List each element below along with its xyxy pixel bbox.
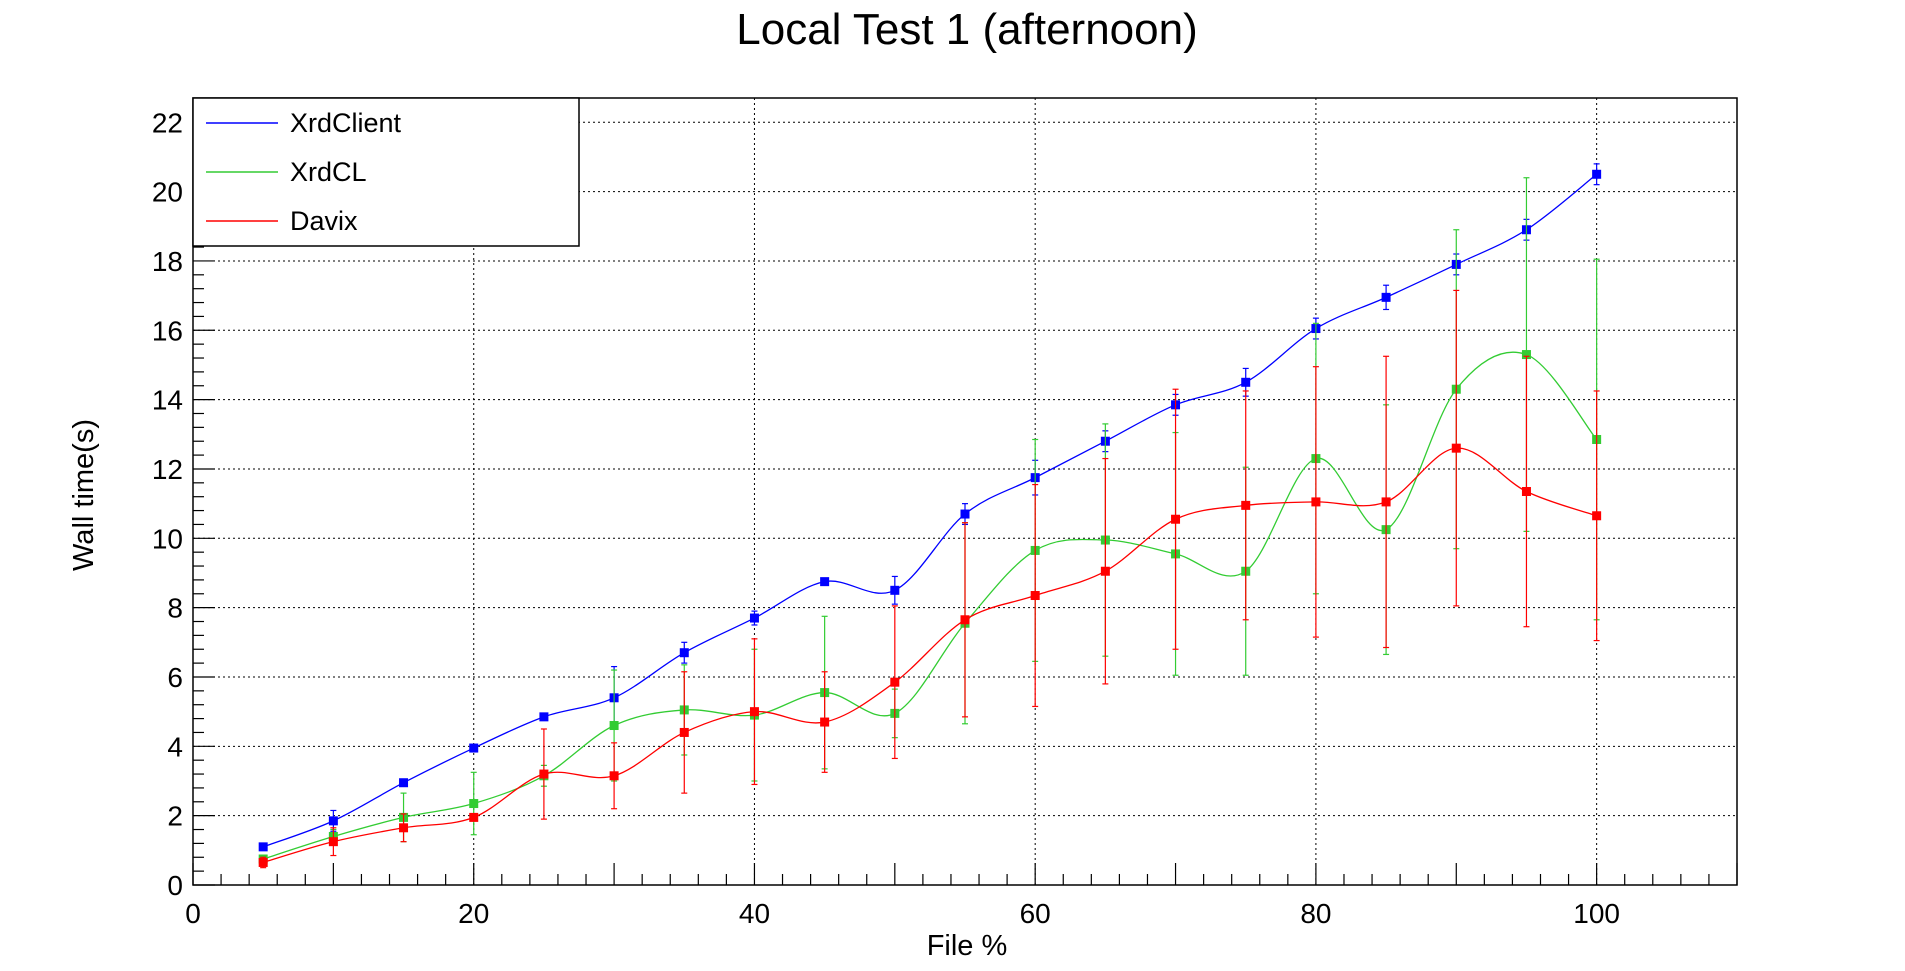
data-point [328, 816, 338, 826]
data-point [890, 677, 900, 687]
data-point [1592, 169, 1602, 179]
x-tick-label: 40 [739, 898, 770, 929]
y-tick-label: 18 [152, 246, 183, 277]
y-tick-label: 10 [152, 523, 183, 554]
x-tick-label: 60 [1020, 898, 1051, 929]
y-tick-label: 20 [152, 177, 183, 208]
data-point [539, 769, 549, 779]
x-tick-label: 20 [458, 898, 489, 929]
series-davix [258, 289, 1602, 869]
x-tick-label: 0 [185, 898, 201, 929]
data-point [469, 743, 479, 753]
data-point [1521, 487, 1531, 496]
data-point [1241, 500, 1251, 510]
y-tick-label: 14 [152, 385, 183, 416]
x-axis-label: File % [927, 930, 1008, 962]
data-point [1311, 497, 1321, 507]
y-tick-label: 0 [167, 870, 183, 901]
data-point [1100, 566, 1110, 576]
data-point [1521, 350, 1531, 360]
x-tick-label: 100 [1573, 898, 1620, 929]
data-point [539, 712, 549, 722]
legend-label-xrdcl: XrdCL [290, 157, 367, 187]
data-point [258, 857, 268, 867]
grid [193, 98, 1737, 885]
data-point [960, 615, 970, 625]
y-tick-label: 4 [167, 731, 183, 762]
data-point [749, 613, 759, 623]
legend-label-davix: Davix [290, 206, 358, 236]
plot-frame [192, 97, 1738, 886]
x-tick-label: 80 [1300, 898, 1331, 929]
legend: XrdClient XrdCL Davix [192, 97, 580, 247]
y-tick-label: 16 [152, 315, 183, 346]
series-line-xrdclient [262, 173, 1598, 848]
legend-label-xrdclient: XrdClient [290, 108, 402, 138]
data-point [820, 577, 830, 587]
data-point [960, 509, 970, 519]
axis-ticks: 0 20 40 60 80 100 0 2 4 6 8 10 12 14 16 18 20 22 [152, 107, 1738, 929]
chart-title: Local Test 1 (afternoon) [736, 5, 1197, 54]
data-point [469, 799, 479, 809]
y-tick-label: 2 [167, 801, 183, 832]
data-point [820, 717, 830, 727]
data-point [328, 837, 338, 847]
data-point [679, 727, 689, 737]
data-point [609, 771, 619, 781]
data-point [469, 812, 479, 822]
data-point [399, 823, 409, 833]
data-point [399, 778, 409, 788]
data-point [749, 707, 759, 717]
data-point [1241, 377, 1251, 387]
series-layer [258, 163, 1602, 869]
data-point [609, 721, 619, 731]
data-point [1592, 511, 1602, 521]
y-tick-label: 22 [152, 107, 183, 138]
data-point [1171, 514, 1181, 524]
data-point [679, 648, 689, 658]
data-point [1451, 443, 1461, 453]
data-point [258, 842, 268, 852]
y-tick-label: 8 [167, 593, 183, 624]
y-axis-label: Wall time(s) [68, 419, 100, 571]
data-point [1030, 591, 1040, 601]
y-tick-label: 12 [152, 454, 183, 485]
data-point [1381, 497, 1391, 507]
data-point [1381, 292, 1391, 302]
y-tick-label: 6 [167, 662, 183, 693]
data-point [890, 585, 900, 595]
